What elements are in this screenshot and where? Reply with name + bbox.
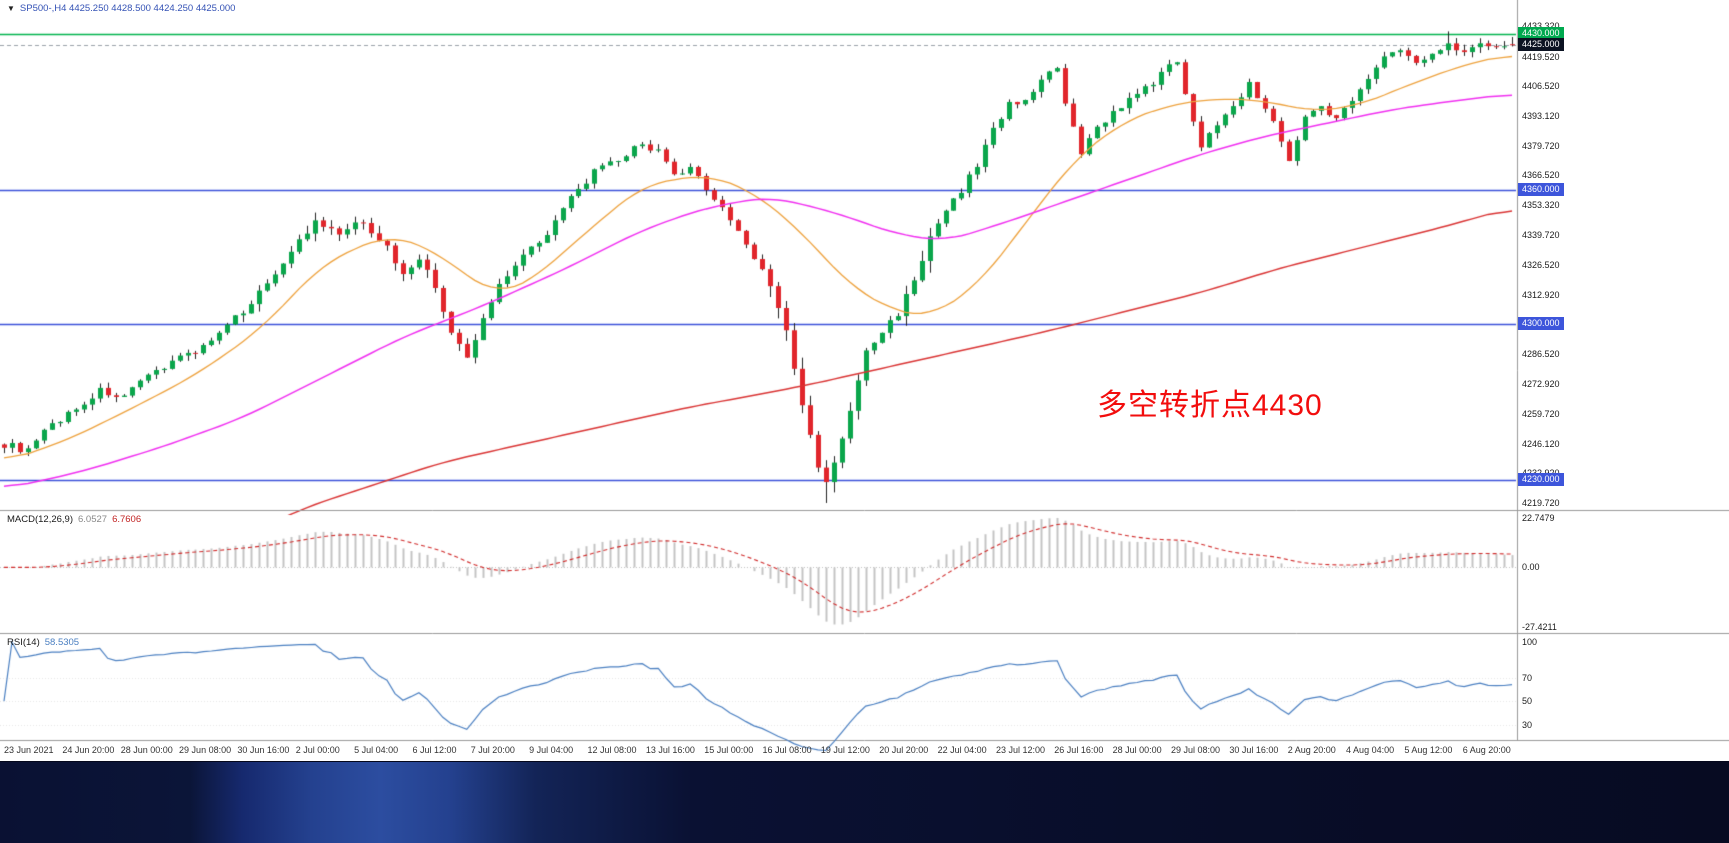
price-tick-label: 4219.720	[1522, 497, 1560, 508]
price-tick-label: 4353.320	[1522, 199, 1560, 210]
time-axis-label: 6 Jul 12:00	[412, 745, 457, 755]
price-tick-label: 4366.520	[1522, 170, 1560, 181]
rsi-axis-label: 70	[1522, 672, 1533, 683]
macd-value: 6.0527	[78, 514, 108, 525]
time-axis-label: 5 Jul 04:00	[354, 745, 399, 755]
price-tick-label: 4379.720	[1522, 140, 1560, 151]
price-level-badge[interactable]: 4300.000	[1518, 317, 1564, 331]
price-level-badge[interactable]: 4425.000	[1518, 38, 1564, 52]
time-axis-label: 16 Jul 08:00	[762, 745, 812, 755]
price-tick-label: 4312.920	[1522, 289, 1560, 300]
chart-header: ▼ SP500-,H4 4425.250 4428.500 4424.250 4…	[7, 3, 235, 14]
time-axis-label: 29 Jun 08:00	[179, 745, 232, 755]
taskbar	[0, 761, 1729, 843]
macd-indicator-label: MACD(12,26,9) 6.0527 6.7606	[7, 514, 146, 525]
chart-annotation[interactable]: 多空转折点4430	[1097, 389, 1323, 422]
price-tick-label: 4232.920	[1522, 468, 1560, 478]
price-tick-label: 4433.320	[1522, 21, 1560, 31]
macd-axis-label: -27.4211	[1522, 622, 1557, 632]
time-axis-label: 5 Aug 12:00	[1404, 745, 1453, 755]
time-axis-label: 24 Jun 20:00	[62, 745, 115, 755]
time-axis-label: 22 Jul 04:00	[937, 745, 987, 755]
price-tick-label: 4393.120	[1522, 110, 1560, 121]
time-axis-label: 6 Aug 20:00	[1462, 745, 1511, 755]
rsi-axis-label: 30	[1522, 719, 1533, 730]
time-axis-label: 30 Jun 16:00	[237, 745, 290, 755]
macd-axis-label: 0.00	[1522, 562, 1540, 573]
time-axis-label: 23 Jun 2021	[4, 745, 54, 755]
macd-axis-label: 22.7479	[1522, 513, 1555, 523]
price-level-badge[interactable]: 4360.000	[1518, 183, 1564, 197]
time-axis-label: 19 Jul 12:00	[820, 745, 870, 755]
time-axis-label: 29 Jul 08:00	[1171, 745, 1221, 755]
rsi-value: 58.5305	[44, 637, 80, 648]
time-axis-label: 15 Jul 00:00	[704, 745, 754, 755]
rsi-indicator-label: RSI(14) 58.5305	[7, 637, 84, 648]
price-tick-label: 4339.720	[1522, 230, 1560, 241]
price-tick-label: 4286.520	[1522, 348, 1560, 359]
time-axis-label: 7 Jul 20:00	[470, 745, 515, 755]
price-tick-label: 4246.120	[1522, 439, 1560, 449]
time-axis-label: 28 Jun 00:00	[120, 745, 173, 755]
time-axis-label: 12 Jul 08:00	[587, 745, 637, 755]
price-level-badge[interactable]: 4230.000	[1518, 473, 1564, 487]
time-axis-label: 2 Aug 20:00	[1287, 745, 1336, 755]
price-tick-label: 4419.520	[1522, 52, 1560, 62]
price-tick-label: 4259.720	[1522, 408, 1560, 419]
time-axis-label: 30 Jul 16:00	[1229, 745, 1279, 755]
price-tick-label: 4326.520	[1522, 259, 1560, 270]
rsi-axis-label: 50	[1522, 696, 1533, 707]
time-axis-label: 20 Jul 20:00	[879, 745, 929, 755]
rsi-axis-label: 100	[1522, 637, 1538, 648]
symbol-ohlc-label: SP500-,H4 4425.250 4428.500 4424.250 442…	[19, 3, 236, 14]
time-axis-label: 2 Jul 00:00	[295, 745, 340, 755]
time-axis-label: 28 Jul 00:00	[1112, 745, 1162, 755]
time-axis-label: 9 Jul 04:00	[529, 745, 574, 755]
price-tick-label: 4272.920	[1522, 379, 1560, 390]
price-level-badge[interactable]: 4430.000	[1518, 27, 1564, 41]
symbol-dropdown-icon[interactable]: ▼	[7, 4, 15, 13]
time-axis-label: 26 Jul 16:00	[1054, 745, 1104, 755]
rsi-title-text: RSI(14)	[7, 637, 40, 648]
price-tick-label: 4406.520	[1522, 81, 1560, 92]
time-axis-label: 13 Jul 16:00	[645, 745, 695, 755]
macd-signal-value: 6.7606	[112, 514, 142, 525]
time-axis-label: 4 Aug 04:00	[1346, 745, 1395, 755]
time-axis-label: 23 Jul 12:00	[995, 745, 1045, 755]
macd-title-text: MACD(12,26,9)	[7, 514, 73, 525]
